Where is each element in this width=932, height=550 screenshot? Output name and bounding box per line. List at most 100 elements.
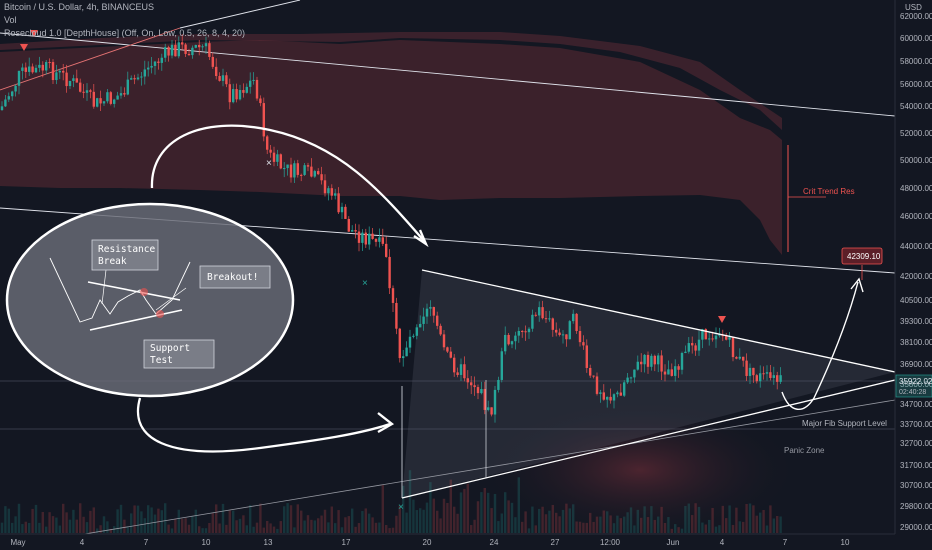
candle-body <box>388 256 391 289</box>
candle-body <box>728 337 731 340</box>
volume-bar <box>245 525 248 533</box>
candle-body <box>272 152 276 162</box>
volume-bar <box>72 509 75 533</box>
time-axis[interactable] <box>0 534 932 550</box>
candle-body <box>157 61 160 63</box>
volume-bar <box>735 507 738 533</box>
volume-bar <box>718 525 721 533</box>
candle-body <box>762 373 765 375</box>
volume-bar <box>432 498 435 533</box>
volume-bar <box>728 505 731 533</box>
candle-body <box>58 70 61 73</box>
candle-body <box>691 343 694 346</box>
candle-body <box>738 356 741 359</box>
volume-bar <box>619 518 622 533</box>
candle-body <box>731 337 735 358</box>
candle-body <box>636 361 639 370</box>
volume-bar <box>725 518 728 533</box>
price-tick-label: 30700.00 <box>900 481 932 490</box>
volume-bar <box>500 513 503 533</box>
candle-body <box>708 338 711 340</box>
candle-body <box>510 341 514 345</box>
volume-bar <box>0 522 4 533</box>
candle-body <box>228 84 231 103</box>
inset-support-line <box>89 309 183 331</box>
candle-body <box>347 218 350 232</box>
candle-body <box>436 315 439 326</box>
candle-body <box>578 331 582 343</box>
candle-body <box>354 230 357 232</box>
candle-body <box>48 62 51 64</box>
candle-body <box>283 168 286 170</box>
volume-bar <box>480 492 483 533</box>
volume-bar <box>731 524 735 533</box>
volume-bar <box>283 506 286 533</box>
candle-body <box>92 91 95 107</box>
candle-body <box>34 67 38 73</box>
candle-body <box>561 334 565 336</box>
candle-body <box>595 376 599 394</box>
candle-body <box>575 313 578 332</box>
candle-body <box>531 314 534 329</box>
time-tick-label: 27 <box>551 538 560 547</box>
volume-bar <box>361 511 364 533</box>
candle-body <box>544 318 548 320</box>
volume-bar <box>41 512 44 533</box>
price-axis[interactable] <box>895 0 932 550</box>
volume-bar <box>147 505 150 533</box>
candle-body <box>177 42 180 57</box>
volume-bar <box>378 522 381 533</box>
arrowhead-bottom <box>377 412 395 433</box>
volume-bar <box>408 470 412 533</box>
candle-body <box>113 99 116 104</box>
candle-body <box>357 231 361 243</box>
volume-bar <box>674 524 677 533</box>
candle-body <box>714 335 718 340</box>
inset-arrow <box>155 287 187 311</box>
volume-bar <box>157 508 160 533</box>
indicator-legend: Rosecloud 1.0 [DepthHouse] (Off, On, Low… <box>4 28 245 38</box>
price-tick-label: 40500.00 <box>900 296 932 305</box>
volume-bar <box>398 505 401 533</box>
volume-bar <box>473 519 476 533</box>
candle-body <box>565 334 568 340</box>
volume-bar <box>133 505 136 533</box>
candle-body <box>181 42 184 45</box>
candle-body <box>238 90 242 100</box>
rosecloud-band-top <box>0 32 782 130</box>
volume-bar <box>119 504 123 533</box>
candle-body <box>405 347 408 357</box>
candle-body <box>507 334 510 345</box>
candle-body <box>769 372 772 378</box>
volume-bar <box>453 506 456 533</box>
candle-body <box>402 356 405 359</box>
volume-bar <box>272 526 276 533</box>
candle-body <box>0 106 4 110</box>
candle-body <box>412 335 415 337</box>
candle-body <box>160 57 163 63</box>
volume-bar <box>646 517 650 533</box>
volume-bar <box>266 520 269 533</box>
volume-bar <box>487 492 490 533</box>
volume-bar <box>106 521 109 533</box>
time-tick-label: 7 <box>783 538 788 547</box>
volume-bar <box>259 503 262 533</box>
candle-body <box>487 407 490 410</box>
volume-bar <box>204 528 208 533</box>
volume-bar <box>436 510 439 533</box>
candle-body <box>323 180 327 194</box>
volume-bar <box>738 521 741 533</box>
candle-body <box>99 98 102 104</box>
volume-bar <box>742 521 745 533</box>
candle-body <box>296 163 299 175</box>
candle-body <box>694 345 697 351</box>
volume-bar <box>232 510 235 533</box>
volume-bar <box>643 506 646 533</box>
volume-bar <box>660 506 663 533</box>
volume-bar <box>201 528 204 533</box>
volume-bar <box>58 525 61 533</box>
price-tick-label: 52000.00 <box>900 129 932 138</box>
volume-bar <box>48 512 51 533</box>
breakout-box <box>199 265 271 289</box>
